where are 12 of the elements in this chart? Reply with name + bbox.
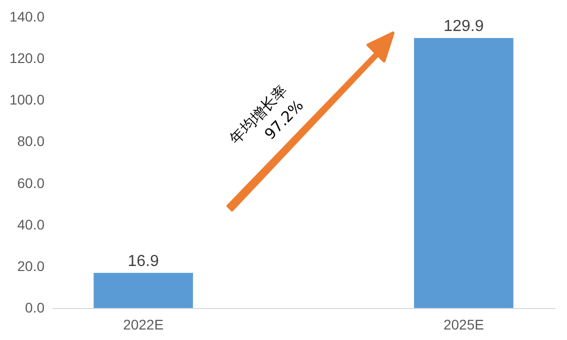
y-tick-label: 100.0 <box>9 92 45 108</box>
data-label: 16.9 <box>128 252 159 270</box>
y-tick-label: 60.0 <box>17 174 45 191</box>
y-tick-label: 140.0 <box>9 8 45 24</box>
y-tick-label: 0.0 <box>25 300 45 316</box>
y-tick-label: 20.0 <box>17 258 45 274</box>
y-tick-label: 40.0 <box>17 216 45 232</box>
y-tick-label: 120.0 <box>9 50 45 66</box>
y-tick-label: 80.0 <box>17 133 45 150</box>
data-label: 129.9 <box>444 18 484 35</box>
x-tick-label: 2022E <box>123 316 164 332</box>
x-tick-label: 2025E <box>443 316 484 332</box>
